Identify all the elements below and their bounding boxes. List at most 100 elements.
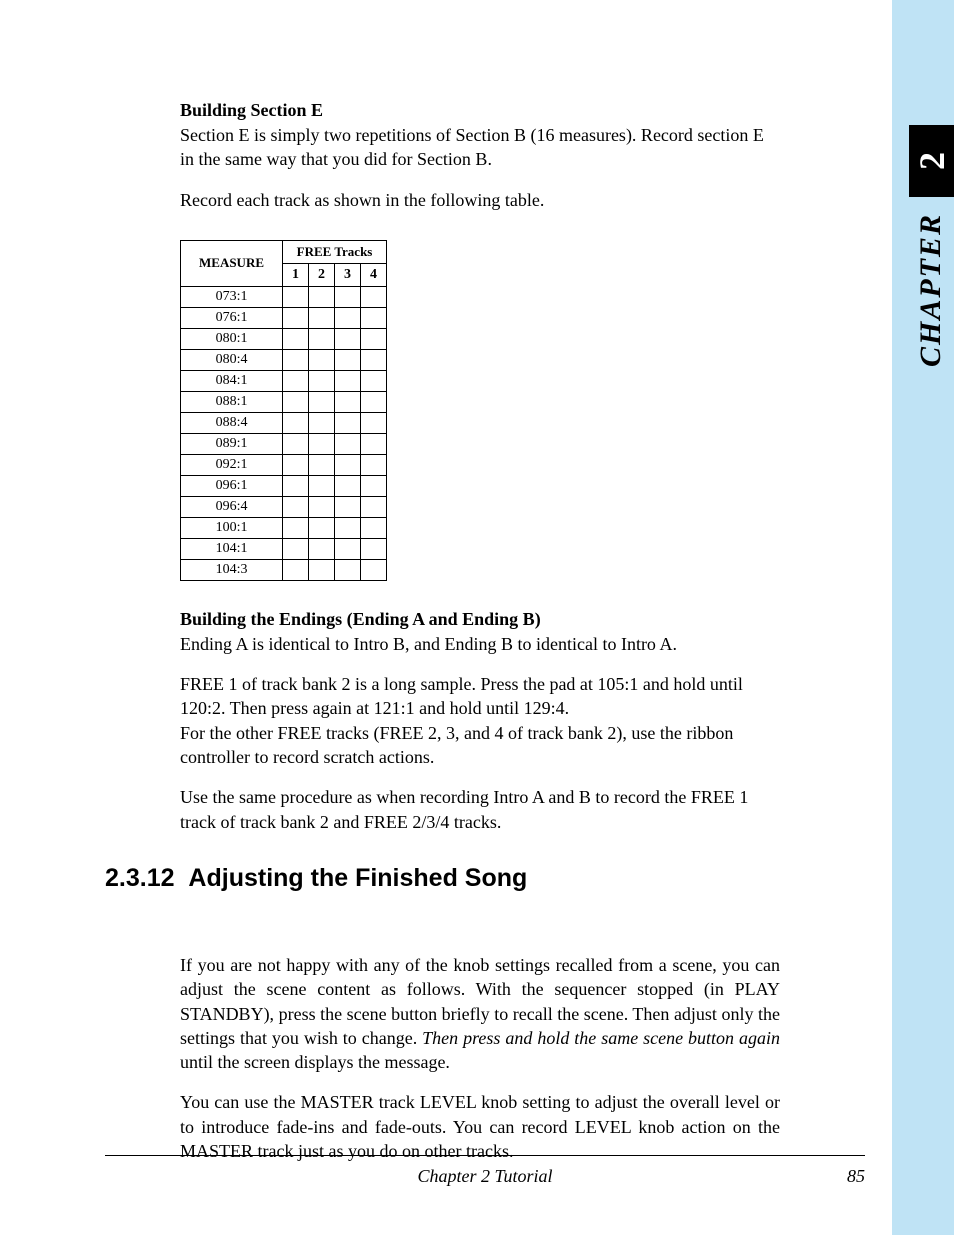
- endings-para1: Ending A is identical to Intro B, and En…: [180, 632, 780, 656]
- measure-cell: 076:1: [181, 307, 283, 328]
- track-cell: [283, 517, 309, 538]
- track-cell: [361, 538, 387, 559]
- measure-cell: 080:1: [181, 328, 283, 349]
- chapter-number: 2: [911, 152, 953, 170]
- track-cell: [309, 307, 335, 328]
- track-cell: [335, 517, 361, 538]
- track-cell: [283, 391, 309, 412]
- track-cell: [309, 559, 335, 580]
- adjusting-para1b: Then press and hold the same scene butto…: [422, 1028, 780, 1048]
- measure-cell: 096:1: [181, 475, 283, 496]
- section-e-heading: Building Section E: [180, 100, 780, 121]
- side-tab: 2 CHAPTER: [892, 0, 954, 1235]
- track-cell: [283, 559, 309, 580]
- page-content: Building Section E Section E is simply t…: [0, 0, 870, 1163]
- track-cell: [283, 328, 309, 349]
- track-cell: [309, 475, 335, 496]
- track-cell: [361, 307, 387, 328]
- chapter-label-tab: CHAPTER: [909, 200, 954, 380]
- track-cell: [309, 433, 335, 454]
- track-cell: [361, 475, 387, 496]
- track-cell: [335, 475, 361, 496]
- track-cell: [283, 433, 309, 454]
- measure-cell: 080:4: [181, 349, 283, 370]
- track-cell: [283, 307, 309, 328]
- measure-cell: 084:1: [181, 370, 283, 391]
- footer-center: Chapter 2 Tutorial: [105, 1166, 865, 1187]
- track-cell: [335, 391, 361, 412]
- measure-table: MEASURE FREE Tracks 1 2 3 4 073:1076:108…: [180, 240, 387, 581]
- free-tracks-header: FREE Tracks: [283, 240, 387, 263]
- table-row: 092:1: [181, 454, 387, 475]
- chapter-label: CHAPTER: [915, 213, 949, 367]
- track-cell: [361, 286, 387, 307]
- track-cell: [309, 454, 335, 475]
- table-row: 080:1: [181, 328, 387, 349]
- track-cell: [361, 391, 387, 412]
- measure-cell: 088:1: [181, 391, 283, 412]
- track-num-1: 1: [283, 263, 309, 286]
- section-e-para2: Record each track as shown in the follow…: [180, 188, 780, 212]
- track-cell: [283, 538, 309, 559]
- table-row: 096:4: [181, 496, 387, 517]
- track-cell: [335, 433, 361, 454]
- track-cell: [335, 496, 361, 517]
- measure-cell: 100:1: [181, 517, 283, 538]
- track-cell: [283, 349, 309, 370]
- measure-table-container: MEASURE FREE Tracks 1 2 3 4 073:1076:108…: [180, 240, 780, 581]
- track-cell: [335, 286, 361, 307]
- track-cell: [283, 286, 309, 307]
- page-footer: Chapter 2 Tutorial 85: [105, 1155, 865, 1187]
- track-cell: [335, 559, 361, 580]
- track-cell: [361, 496, 387, 517]
- track-cell: [335, 454, 361, 475]
- track-cell: [309, 349, 335, 370]
- track-cell: [309, 370, 335, 391]
- track-cell: [309, 286, 335, 307]
- measure-cell: 104:1: [181, 538, 283, 559]
- track-cell: [335, 370, 361, 391]
- track-cell: [361, 517, 387, 538]
- track-cell: [361, 454, 387, 475]
- table-row: 104:1: [181, 538, 387, 559]
- track-cell: [361, 559, 387, 580]
- track-cell: [335, 349, 361, 370]
- endings-para4: Use the same procedure as when recording…: [180, 785, 780, 834]
- measure-cell: 092:1: [181, 454, 283, 475]
- track-num-4: 4: [361, 263, 387, 286]
- track-cell: [361, 328, 387, 349]
- track-cell: [309, 538, 335, 559]
- track-cell: [283, 454, 309, 475]
- endings-heading: Building the Endings (Ending A and Endin…: [180, 609, 780, 630]
- table-row: 100:1: [181, 517, 387, 538]
- table-row: 088:1: [181, 391, 387, 412]
- track-cell: [283, 412, 309, 433]
- track-cell: [335, 307, 361, 328]
- track-cell: [309, 391, 335, 412]
- adjusting-para1c: until the screen displays the: [180, 1052, 384, 1072]
- table-row: 104:3: [181, 559, 387, 580]
- section-number: 2.3.12: [105, 864, 175, 892]
- track-cell: [309, 412, 335, 433]
- section-title: Adjusting the Finished Song: [188, 864, 527, 892]
- table-row: 096:1: [181, 475, 387, 496]
- table-row: 080:4: [181, 349, 387, 370]
- section-heading-adjusting: 2.3.12 Adjusting the Finished Song: [105, 864, 780, 893]
- table-row: 084:1: [181, 370, 387, 391]
- track-cell: [309, 328, 335, 349]
- adjusting-para1: If you are not happy with any of the kno…: [180, 953, 780, 1074]
- section-e-para1: Section E is simply two repetitions of S…: [180, 123, 780, 172]
- measure-cell: 088:4: [181, 412, 283, 433]
- adjusting-para2: You can use the MASTER track LEVEL knob …: [180, 1090, 780, 1163]
- chapter-number-tab: 2: [909, 125, 954, 197]
- table-row: 088:4: [181, 412, 387, 433]
- track-cell: [309, 496, 335, 517]
- track-cell: [361, 349, 387, 370]
- track-cell: [361, 412, 387, 433]
- track-cell: [283, 475, 309, 496]
- measure-cell: 104:3: [181, 559, 283, 580]
- track-num-3: 3: [335, 263, 361, 286]
- adjusting-para1d: message.: [384, 1052, 449, 1072]
- measure-header: MEASURE: [181, 240, 283, 286]
- endings-para2: FREE 1 of track bank 2 is a long sample.…: [180, 672, 780, 721]
